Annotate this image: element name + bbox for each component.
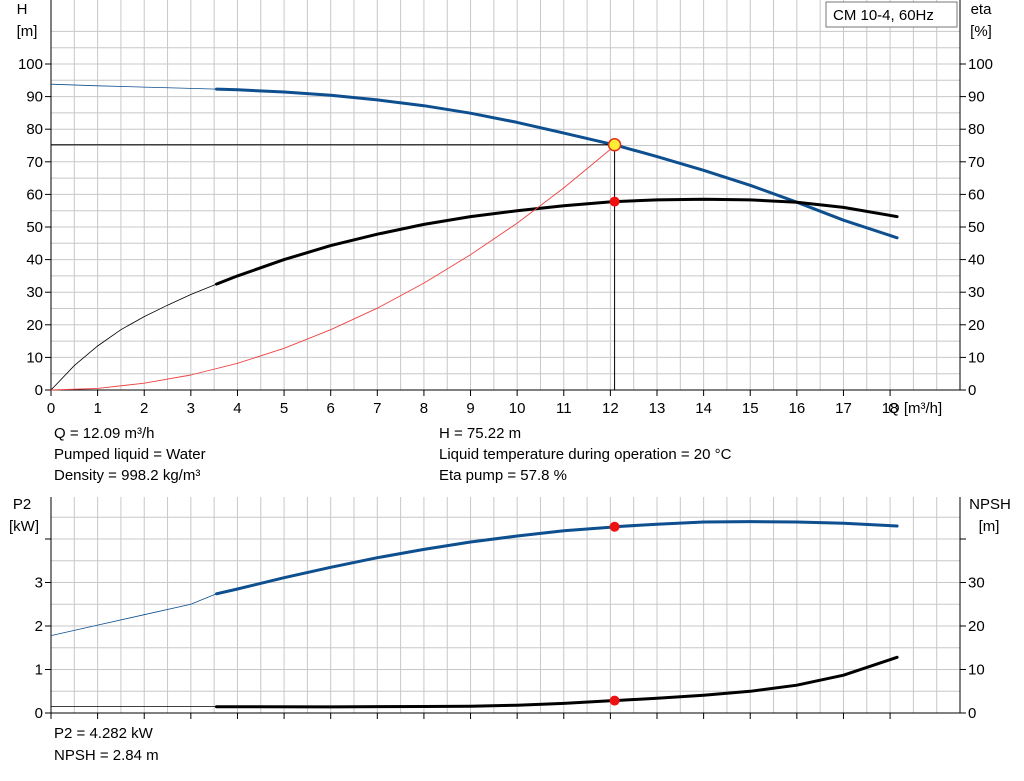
x-tick-label: 9	[466, 400, 474, 417]
bottom-left-tick-label: 1	[35, 662, 43, 679]
chart-title: CM 10-4, 60Hz	[833, 7, 934, 24]
right-axis-title: eta	[971, 1, 993, 18]
x-tick-label: 17	[835, 400, 852, 417]
head-readout: H = 75.22 m	[439, 425, 522, 442]
top-right-tick-label: 0	[968, 382, 976, 399]
series-system-curve	[50, 144, 616, 391]
x-tick-label: 13	[649, 400, 666, 417]
x-axis-label: Q [m³/h]	[888, 400, 942, 417]
x-tick-label: 11	[556, 400, 572, 417]
series-H	[215, 87, 899, 240]
top-right-tick-label: 70	[968, 154, 985, 171]
right-axis-unit: [m]	[979, 518, 1000, 535]
top-left-tick-label: 30	[26, 284, 43, 301]
bottom-right-tick-label: 20	[968, 618, 985, 635]
top-right-tick-label: 10	[968, 349, 985, 366]
x-tick-label: 5	[280, 400, 288, 417]
top-left-tick-label: 50	[26, 219, 43, 236]
left-axis-unit: [m]	[17, 23, 38, 40]
top-right-tick-label: 20	[968, 317, 985, 334]
power-operating-point	[609, 521, 620, 532]
head-operating-point	[607, 138, 622, 152]
series-NPSH	[215, 655, 899, 709]
x-tick-label: 15	[742, 400, 759, 417]
bottom-right-tick-label: 10	[968, 662, 985, 679]
density-readout: Density = 998.2 kg/m³	[54, 467, 201, 484]
top-left-tick-label: 20	[26, 317, 43, 334]
x-tick-label: 0	[47, 400, 55, 417]
series-P2	[215, 520, 899, 596]
right-axis-title: NPSH	[969, 496, 1011, 513]
x-tick-label: 8	[420, 400, 428, 417]
x-tick-label: 14	[695, 400, 712, 417]
right-axis-unit: [%]	[970, 23, 992, 40]
x-tick-label: 18	[882, 400, 899, 417]
power-readout: P2 = 4.282 kW	[54, 725, 153, 742]
series-H-extrapolated	[50, 83, 217, 90]
top-right-tick-label: 40	[968, 252, 985, 269]
series-eta	[215, 197, 899, 286]
top-right-tick-label: 60	[968, 186, 985, 203]
left-axis-title: H	[17, 1, 28, 18]
eta-operating-point	[609, 196, 620, 207]
x-tick-label: 10	[509, 400, 526, 417]
top-right-tick-label: 90	[968, 89, 985, 106]
x-tick-label: 7	[373, 400, 381, 417]
eta-readout: Eta pump = 57.8 %	[439, 467, 567, 484]
top-right-tick-label: 50	[968, 219, 985, 236]
x-tick-label: 1	[93, 400, 101, 417]
top-left-tick-label: 90	[26, 89, 43, 106]
series-eta-extrapolated	[50, 283, 217, 391]
top-left-tick-label: 70	[26, 154, 43, 171]
top-right-tick-label: 80	[968, 121, 985, 138]
x-tick-label: 3	[187, 400, 195, 417]
top-right-tick-label: 100	[968, 56, 993, 73]
x-tick-label: 16	[789, 400, 806, 417]
bottom-right-tick-label: 30	[968, 575, 985, 592]
npsh-operating-point	[609, 695, 620, 706]
x-tick-label: 2	[140, 400, 148, 417]
left-axis-title: P2	[13, 496, 31, 513]
npsh-readout: NPSH = 2.84 m	[54, 747, 159, 764]
top-left-tick-label: 80	[26, 121, 43, 138]
bottom-left-tick-label: 3	[35, 575, 43, 592]
top-left-tick-label: 40	[26, 252, 43, 269]
chart-title-box	[825, 1, 958, 28]
x-tick-label: 12	[602, 400, 619, 417]
bottom-left-tick-label: 0	[35, 705, 43, 722]
top-left-tick-label: 60	[26, 186, 43, 203]
temperature-readout: Liquid temperature during operation = 20…	[439, 446, 732, 463]
bottom-left-tick-label: 2	[35, 618, 43, 635]
x-tick-label: 4	[233, 400, 241, 417]
series-P2-extrapolated	[50, 593, 217, 636]
pumped-liquid-readout: Pumped liquid = Water	[54, 446, 206, 463]
left-axis-unit: [kW]	[9, 518, 39, 535]
head-efficiency-panel: 0 1 2 3 4 5 6 7 8 9 10 11 12 13 14 15 16 17 18Q [m³/h]0102…	[17, 0, 993, 417]
top-left-tick-label: 10	[26, 349, 43, 366]
flow-readout: Q = 12.09 m³/h	[54, 425, 155, 442]
x-tick-label: 6	[327, 400, 335, 417]
top-left-tick-label: 100	[18, 56, 43, 73]
bottom-right-tick-label: 0	[968, 705, 976, 722]
top-left-tick-label: 0	[35, 382, 43, 399]
top-right-tick-label: 30	[968, 284, 985, 301]
